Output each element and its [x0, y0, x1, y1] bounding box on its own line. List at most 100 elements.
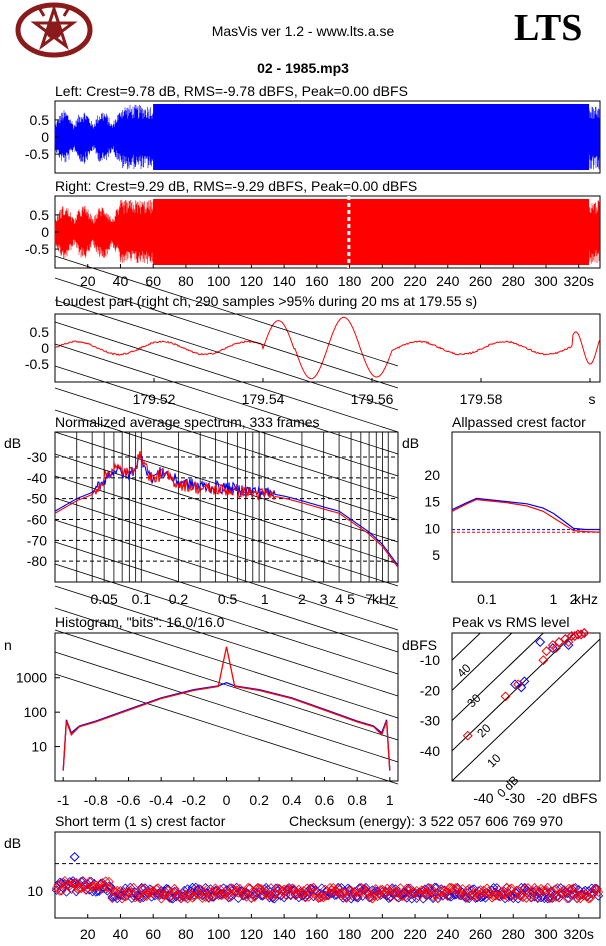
spectrum-slope-line	[54, 365, 399, 477]
spectrum-xtick-label: 2	[298, 591, 306, 607]
crest-ytick-label: 15	[424, 494, 440, 510]
crest-xtick-label: 1	[550, 591, 558, 607]
short-point-1	[333, 883, 343, 894]
short-point-1	[184, 888, 195, 899]
crest-ytick-label: 20	[424, 467, 440, 483]
pvr-ylabel: dBFS	[402, 637, 437, 653]
histogram-xtick-label: 0.8	[347, 792, 367, 808]
short-xtick-label: 180	[338, 926, 362, 942]
spectrum-slope-line	[54, 343, 399, 455]
pvr-diagonal	[452, 633, 482, 661]
short-point-1	[202, 884, 213, 895]
short-point-1	[352, 891, 363, 902]
short-point-1	[493, 885, 504, 895]
left-ytick-label: 0	[41, 129, 49, 145]
spectrum-slope-line	[54, 673, 399, 785]
short-xtick-label: 160	[305, 926, 329, 942]
left-title: Left: Crest=9.78 dB, RMS=-9.78 dBFS, Pea…	[55, 83, 408, 99]
short-point-1	[308, 882, 319, 893]
short-xtick-label: 140	[272, 926, 296, 942]
spectrum-slope-line	[54, 409, 399, 521]
short-ytick-label: 10	[27, 883, 43, 899]
short-point-0	[169, 886, 180, 897]
spectrum-slope-line	[54, 299, 399, 411]
short-xtick-label: 20	[80, 926, 96, 942]
short-point-1	[375, 885, 386, 895]
spectrum-slope-line	[54, 607, 399, 719]
spectrum-xunit: kHz	[372, 591, 396, 607]
pvr-point-1	[579, 628, 590, 638]
short-point-1	[330, 886, 340, 896]
short-point-1	[244, 883, 255, 894]
short-xtick-label: 120	[240, 926, 264, 942]
left-wave-fill	[153, 104, 590, 170]
short-point-1	[207, 887, 217, 898]
short-point-1	[96, 878, 106, 889]
spectrum-ytick-label: -60	[27, 512, 47, 528]
crest-ytick-label: 10	[424, 520, 440, 536]
crest-ylabel: dB	[402, 435, 419, 451]
short-point-1	[104, 876, 114, 887]
histogram-xtick-label: -0.8	[84, 792, 108, 808]
short-point-1	[416, 885, 427, 896]
short-point-1	[321, 890, 332, 901]
right-xtick-label: 220	[403, 273, 427, 289]
spectrum-xtick-label: 5	[347, 591, 355, 607]
pvr-diagonal	[452, 633, 513, 692]
short-point-1	[235, 883, 245, 894]
right-wave-fill	[153, 199, 590, 265]
short-xtick-label: 260	[469, 926, 493, 942]
pvr-diag-label: 20	[474, 721, 494, 741]
spectrum-slope-line	[54, 277, 399, 389]
histogram-xtick-label: 0.2	[249, 792, 269, 808]
spectrum-xtick-label: 4	[335, 591, 343, 607]
short-point-1	[433, 893, 443, 904]
short-point-1	[56, 885, 67, 896]
left-ytick-label: -0.5	[25, 146, 49, 162]
right-xtick-label: 40	[113, 273, 129, 289]
short-point-1	[249, 892, 260, 902]
short-point-1	[562, 893, 573, 904]
short-point-1	[318, 892, 329, 903]
short-point-1	[475, 885, 486, 895]
pvr-xtick-label: -20	[536, 790, 556, 806]
short-point-1	[120, 891, 131, 902]
spectrum-xtick-label: 0.5	[218, 591, 238, 607]
short-point-0	[267, 893, 278, 903]
histogram-series-0	[62, 682, 391, 771]
right-xtick-label: 120	[240, 273, 264, 289]
histogram-xtick-label: 1	[386, 792, 394, 808]
short-point-1	[572, 893, 582, 904]
pvr-ytick-label: -40	[420, 743, 440, 759]
short-point-1	[141, 891, 152, 902]
pvr-point-1	[513, 679, 524, 690]
histogram-xtick-label: 0	[223, 792, 231, 808]
pvr-ytick-label: -20	[420, 682, 440, 698]
right-xtick-label: 200	[371, 273, 395, 289]
right-title: Right: Crest=9.29 dB, RMS=-9.29 dBFS, Pe…	[55, 178, 417, 194]
pvr-diagonal	[452, 633, 545, 722]
crest-series-1	[451, 498, 601, 533]
spectrum-ylabel: dB	[4, 435, 21, 451]
histogram-series-1	[62, 646, 391, 771]
short-point-1	[485, 889, 496, 899]
spectrum-xtick-label: 7	[365, 591, 373, 607]
short-point-1	[156, 893, 167, 904]
right-xtick-label: 320s	[564, 273, 594, 289]
short-point-1	[549, 885, 559, 895]
spectrum-slope-line	[54, 387, 399, 499]
loudest-ytick-label: 0.5	[30, 324, 50, 340]
crest-xtick-label: 0.1	[477, 591, 497, 607]
right-ytick-label: 0	[41, 224, 49, 240]
pvr-diag-label: 10	[484, 751, 504, 771]
short-xtick-label: 320s	[564, 926, 594, 942]
brand-logo-text: LTS	[514, 7, 583, 49]
pvr-diag-label: 30	[464, 691, 484, 711]
short-xtick-label: 60	[145, 926, 161, 942]
short-xtick-label: 220	[403, 926, 427, 942]
pvr-point-0	[547, 643, 558, 654]
pvr-point-1	[500, 691, 511, 702]
short-point-1	[395, 883, 406, 893]
pvr-point-1	[462, 730, 473, 741]
